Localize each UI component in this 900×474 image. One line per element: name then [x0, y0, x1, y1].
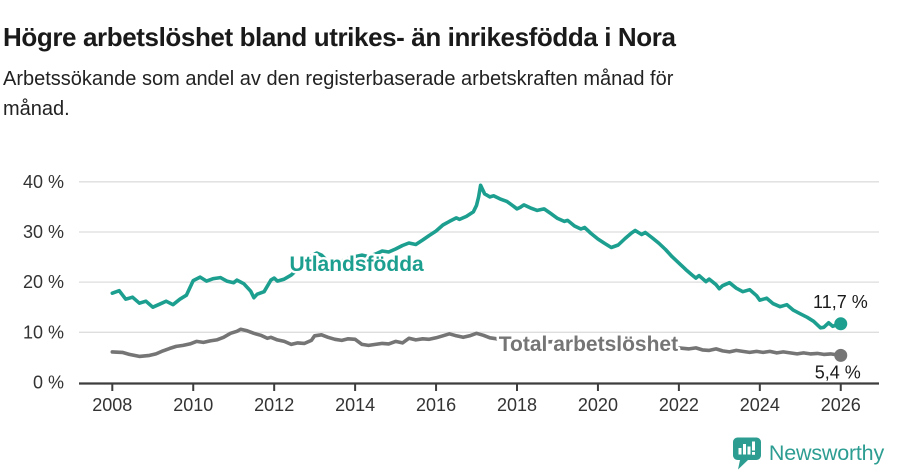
- series-end-dot-utlandsfodda: [834, 317, 848, 331]
- x-tick-label: 2010: [173, 395, 213, 415]
- brand-footer: Newsworthy: [732, 436, 884, 470]
- page-title: Högre arbetslöshet bland utrikes- än inr…: [3, 22, 676, 53]
- x-tick-label: 2018: [497, 395, 537, 415]
- y-tick-label: 20 %: [23, 272, 64, 292]
- y-tick-label: 0 %: [33, 373, 64, 393]
- y-tick-label: 30 %: [23, 222, 64, 242]
- x-tick-label: 2024: [740, 395, 780, 415]
- series-end-dot-total: [834, 348, 848, 362]
- end-value-label-utlandsfodda: 11,7 %: [813, 292, 868, 312]
- x-tick-label: 2020: [578, 395, 618, 415]
- newsworthy-brand-name: Newsworthy: [768, 440, 884, 465]
- series-line-total: [110, 327, 843, 359]
- chart-subtitle: Arbetssökande som andel av den registerb…: [3, 64, 823, 124]
- x-tick-label: 2012: [254, 395, 294, 415]
- subtitle-line-2: månad.: [3, 98, 70, 120]
- x-tick-label: 2026: [821, 395, 861, 415]
- x-tick-label: 2022: [659, 395, 699, 415]
- series-label-utlandsfodda: Utlandsfödda: [290, 253, 424, 276]
- x-tick-label: 2014: [335, 395, 375, 415]
- subtitle-line-1: Arbetssökande som andel av den registerb…: [3, 68, 674, 90]
- x-tick-label: 2008: [92, 395, 132, 415]
- y-tick-label: 40 %: [23, 172, 64, 192]
- series-line-utlandsfodda: [110, 183, 843, 330]
- end-value-label-total: 5,4 %: [815, 362, 861, 382]
- newsworthy-logo-icon: [732, 437, 761, 469]
- series-label-total: Total arbetslöshet: [499, 333, 678, 356]
- x-tick-label: 2016: [416, 395, 456, 415]
- y-tick-label: 10 %: [23, 322, 64, 342]
